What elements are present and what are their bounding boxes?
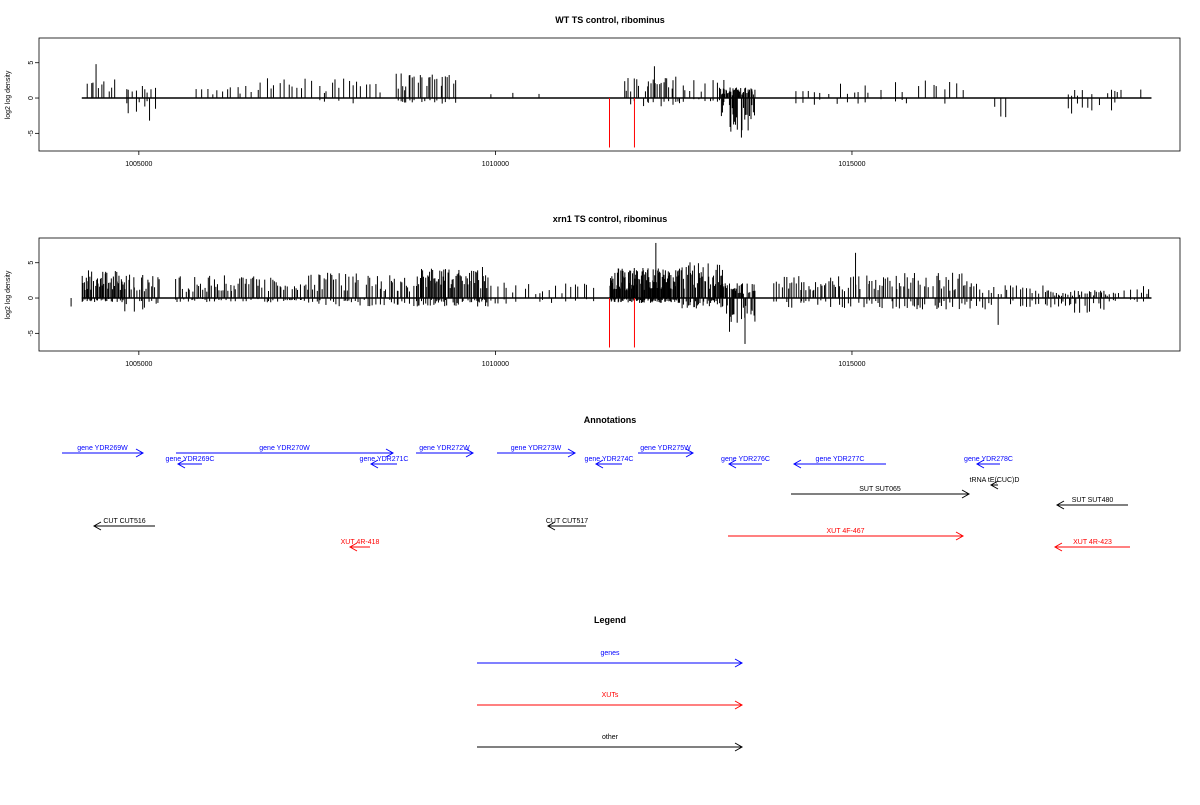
wt-y-tick-label: 5 — [28, 61, 35, 65]
annotation-arrow-head — [955, 531, 965, 541]
wt-bars — [81, 64, 1152, 148]
annotation-label: gene YDR275W — [640, 445, 691, 452]
annotation-arrow-head — [792, 459, 802, 469]
wt-x-tick-label: 1010000 — [482, 161, 509, 168]
annotation-arrow-head — [135, 448, 145, 458]
annotation-label: XUT 4R-418 — [341, 539, 380, 546]
legend-label-other: other — [602, 734, 619, 741]
wt-y-tick-label: 0 — [28, 96, 35, 100]
annotations-panel: Annotations gene YDR269W gene YDR270W gene… — [62, 415, 1130, 552]
annotation-arrow-head — [594, 459, 604, 469]
annotation-arrow-head — [546, 521, 556, 531]
annotation-label: gene YDR277C — [816, 456, 865, 463]
xrn1-x-tick-label: 1015000 — [838, 361, 865, 368]
annotation-label: gene YDR270W — [259, 445, 310, 452]
wt-title: WT TS control, ribominus — [555, 15, 665, 25]
annotation-label: gene YDR276C — [721, 456, 770, 463]
annotation-arrow-head — [176, 459, 186, 469]
wt-x-tick-label: 1005000 — [125, 161, 152, 168]
annotation-label: gene YDR278C — [964, 456, 1013, 463]
xrn1-x-tick-label: 1010000 — [482, 361, 509, 368]
xrn1-y-tick-label: 5 — [28, 261, 35, 265]
annotation-label: gene YDR269C — [166, 456, 215, 463]
xrn1-axes: 1005000 1010000 1015000 -5 0 5 — [28, 261, 866, 368]
annotation-arrow-head — [685, 448, 695, 458]
annotation-label: SUT SUT065 — [859, 486, 901, 493]
xrn1-y-tick-label: 0 — [28, 296, 35, 300]
wt-y-tick-label: -5 — [28, 130, 35, 136]
xrn1-panel: xrn1 TS control, ribominus log2 log dens… — [5, 214, 1181, 368]
annotation-arrow-head — [567, 448, 577, 458]
annotation-label: gene YDR271C — [360, 456, 409, 463]
annotation-arrow-head — [385, 448, 395, 458]
annotation-arrow-head — [92, 521, 102, 531]
wt-y-axis-label: log2 log density — [5, 70, 12, 119]
xrn1-title: xrn1 TS control, ribominus — [553, 214, 668, 224]
legend-arrow-xuts-head — [734, 700, 744, 710]
legend-label-xuts: XUTs — [602, 692, 619, 699]
annotation-arrow-head — [975, 459, 985, 469]
annotation-label: SUT SUT480 — [1072, 497, 1114, 504]
legend-panel: Legend genes XUTs other — [477, 615, 744, 752]
annotation-arrow-head — [989, 480, 999, 490]
annotation-arrow-head — [1055, 500, 1065, 510]
legend-label-genes: genes — [600, 650, 620, 657]
xrn1-bars — [70, 242, 1152, 348]
annotation-label: gene YDR274C — [585, 456, 634, 463]
xrn1-y-axis-label: log2 log density — [5, 270, 12, 319]
annotation-arrow-head — [1053, 542, 1063, 552]
wt-axes: 1005000 1010000 1015000 -5 0 5 — [28, 61, 866, 168]
annotation-arrow-head — [348, 542, 358, 552]
xrn1-plot-frame — [38, 237, 1181, 352]
annotation-arrow-head — [727, 459, 737, 469]
annotation-label: CUT CUT516 — [103, 518, 145, 525]
annotation-label: XUT 4F-467 — [827, 528, 865, 535]
annotation-label: gene YDR269W — [77, 445, 128, 452]
annotation-label: gene YDR273W — [511, 445, 562, 452]
annotation-arrow-head — [961, 489, 971, 499]
annotations-title: Annotations — [584, 415, 637, 425]
legend-title: Legend — [594, 615, 626, 625]
annotation-label: gene YDR272W — [419, 445, 470, 452]
annotation-label: XUT 4R-423 — [1073, 539, 1112, 546]
wt-x-tick-label: 1015000 — [838, 161, 865, 168]
wt-panel: WT TS control, ribominus log2 log densit… — [5, 15, 1181, 168]
annotation-label: tRNA tE(CUC)D — [970, 477, 1020, 484]
xrn1-x-tick-label: 1005000 — [125, 361, 152, 368]
legend-arrow-genes-head — [734, 658, 744, 668]
legend-arrow-other-head — [734, 742, 744, 752]
annotation-label: CUT CUT517 — [546, 518, 588, 525]
annotation-arrow-head — [369, 459, 379, 469]
xrn1-y-tick-label: -5 — [28, 330, 35, 336]
wt-plot-frame — [38, 37, 1181, 152]
annotation-items: gene YDR269W gene YDR270W gene YDR272W gene… — [62, 445, 1130, 552]
legend-items: genes XUTs other — [477, 650, 744, 752]
annotation-arrow-head — [465, 448, 475, 458]
